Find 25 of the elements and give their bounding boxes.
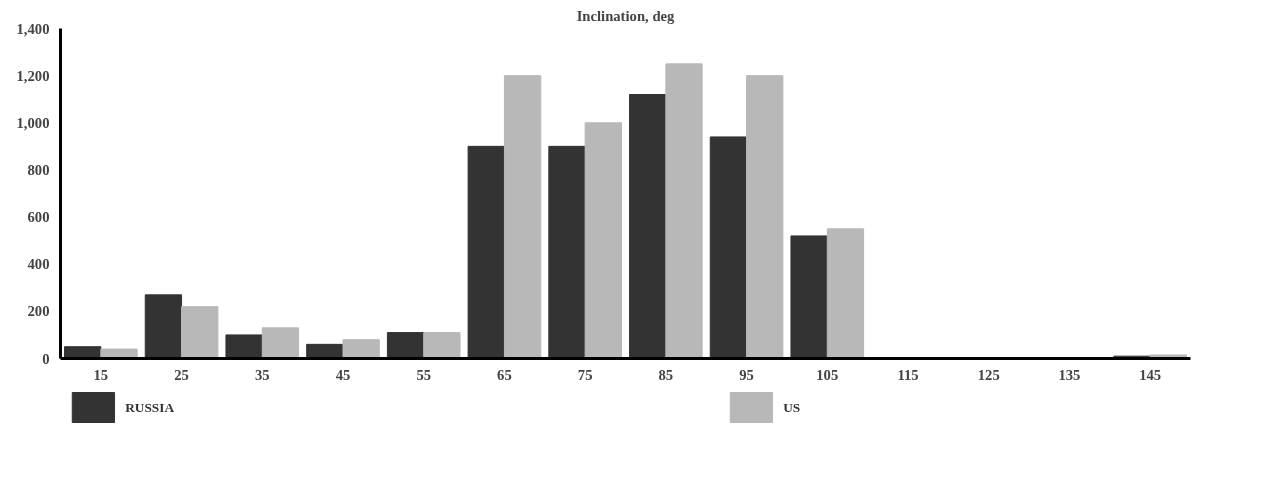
x-tick-label: 15 — [93, 366, 109, 383]
x-tick-label: 25 — [174, 366, 189, 383]
x-tick-label: 65 — [497, 366, 512, 383]
y-tick-label: 1,200 — [16, 67, 50, 84]
x-tick-label: 135 — [1058, 366, 1081, 383]
x-tick-label: 75 — [577, 366, 593, 383]
x-tick-label: 125 — [977, 366, 1000, 383]
x-tick-label: 85 — [658, 366, 674, 383]
x-tick-label: 105 — [816, 366, 839, 383]
x-tick-label: 95 — [739, 366, 754, 383]
x-tick-label: 55 — [416, 366, 432, 383]
y-tick-label: 800 — [27, 161, 50, 178]
x-tick-label: 35 — [254, 366, 270, 383]
y-tick-label: 1,400 — [16, 20, 50, 37]
x-tick-label: 145 — [1139, 366, 1162, 383]
x-tick-label: 45 — [335, 366, 351, 383]
legend-label: RUSSIA — [125, 400, 175, 415]
y-tick-label: 600 — [27, 209, 50, 226]
legend-label: US — [783, 400, 801, 415]
y-tick-label: 1,000 — [16, 114, 50, 131]
chart-title: Inclination, deg — [576, 7, 676, 24]
y-tick-label: 200 — [27, 303, 50, 320]
y-tick-label: 400 — [27, 256, 50, 273]
x-tick-label: 115 — [897, 366, 919, 383]
y-tick-label: 0 — [42, 350, 50, 367]
